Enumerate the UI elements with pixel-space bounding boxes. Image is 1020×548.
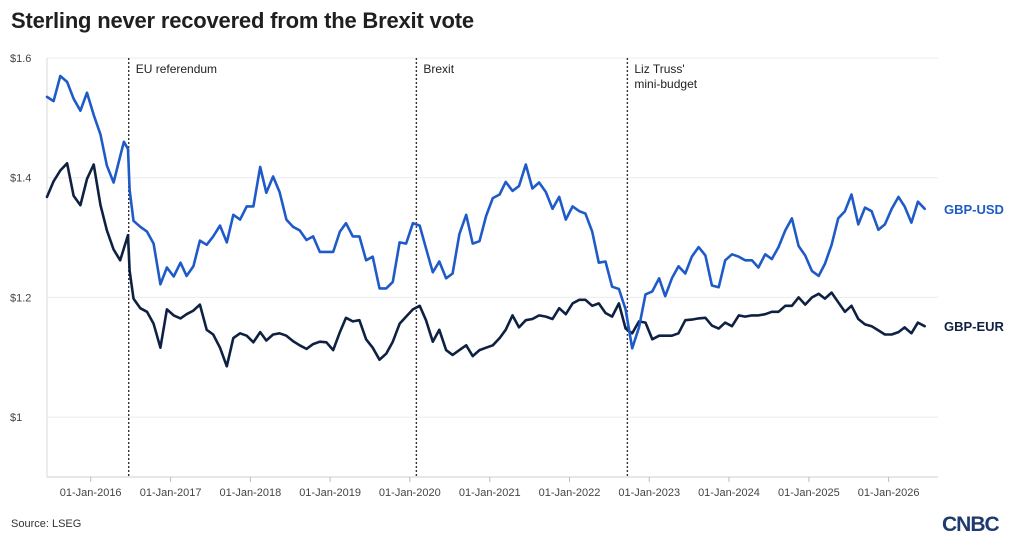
chart-title: Sterling never recovered from the Brexit… [11, 8, 474, 33]
x-tick-label: 01-Jan-2016 [60, 487, 122, 499]
series-line-usd [45, 74, 926, 350]
y-tick-label: $1 [10, 412, 22, 424]
cnbc-logo: CNBC [942, 513, 1000, 536]
series-labels: GBP-USD GBP-EUR [944, 202, 1005, 334]
x-tick-label: 01-Jan-2017 [140, 487, 202, 499]
event-label: Liz Truss' [634, 62, 684, 76]
x-tick-label: 01-Jan-2026 [858, 487, 920, 499]
series-lines [45, 74, 926, 368]
y-tick-label: $1.2 [10, 292, 31, 304]
x-tick-label: 01-Jan-2022 [539, 487, 601, 499]
x-tick-label: 01-Jan-2024 [698, 487, 760, 499]
event-label: mini-budget [634, 77, 697, 91]
y-tick-label: $1.4 [10, 173, 31, 185]
source-note: Source: LSEG [11, 518, 82, 530]
x-tick-label: 01-Jan-2025 [778, 487, 840, 499]
x-tick-label: 01-Jan-2019 [299, 487, 361, 499]
event-markers: EU referendum Brexit Liz Truss'mini-budget [127, 58, 698, 477]
series-label-usd: GBP-USD [944, 202, 1004, 217]
x-tick-label: 01-Jan-2021 [459, 487, 521, 499]
series-line-eur [45, 162, 926, 368]
x-tick-label: 01-Jan-2018 [219, 487, 281, 499]
x-tick-label: 01-Jan-2020 [379, 487, 441, 499]
gridlines [47, 57, 938, 418]
event-label: Brexit [423, 62, 454, 76]
y-tick-label: $1.6 [10, 53, 31, 65]
x-tick-label: 01-Jan-2023 [618, 487, 680, 499]
axes: $1.6 $1.4 $1.2 $1 01-Jan-2016 01-Jan-2017 01-J… [10, 53, 938, 499]
series-label-eur: GBP-EUR [944, 319, 1005, 334]
event-label: EU referendum [136, 62, 217, 76]
